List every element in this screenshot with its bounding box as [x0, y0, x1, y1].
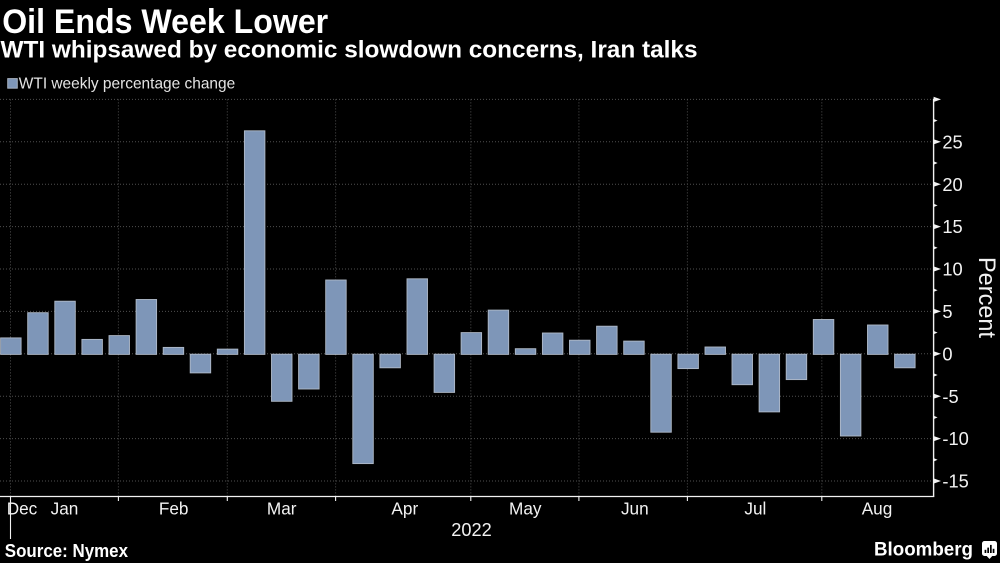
svg-text:WTI weekly percentage change: WTI weekly percentage change — [19, 76, 236, 93]
svg-text:Jan: Jan — [51, 498, 79, 518]
svg-text:-15: -15 — [942, 471, 968, 492]
svg-text:Aug: Aug — [862, 498, 893, 518]
svg-text:Bloomberg: Bloomberg — [874, 539, 973, 560]
svg-text:10: 10 — [942, 259, 962, 280]
svg-text:Feb: Feb — [159, 498, 189, 518]
svg-text:15: 15 — [942, 216, 962, 237]
svg-text:Oil Ends Week Lower: Oil Ends Week Lower — [2, 3, 328, 41]
svg-text:Percent: Percent — [973, 257, 1000, 338]
svg-text:Jul: Jul — [744, 498, 766, 518]
svg-text:WTI whipsawed by economic slow: WTI whipsawed by economic slowdown conce… — [1, 37, 698, 64]
svg-text:Dec: Dec — [7, 498, 38, 518]
svg-text:-10: -10 — [942, 428, 968, 449]
svg-text:Apr: Apr — [391, 498, 418, 518]
svg-text:20: 20 — [942, 174, 962, 195]
svg-text:May: May — [509, 498, 542, 518]
svg-text:Jun: Jun — [621, 498, 649, 518]
svg-text:2022: 2022 — [451, 520, 491, 540]
svg-text:25: 25 — [942, 131, 962, 152]
svg-text:5: 5 — [942, 301, 952, 322]
svg-text:0: 0 — [942, 343, 952, 364]
svg-text:Source: Nymex: Source: Nymex — [5, 540, 129, 561]
svg-text:Mar: Mar — [267, 498, 297, 518]
svg-text:-5: -5 — [942, 386, 958, 407]
